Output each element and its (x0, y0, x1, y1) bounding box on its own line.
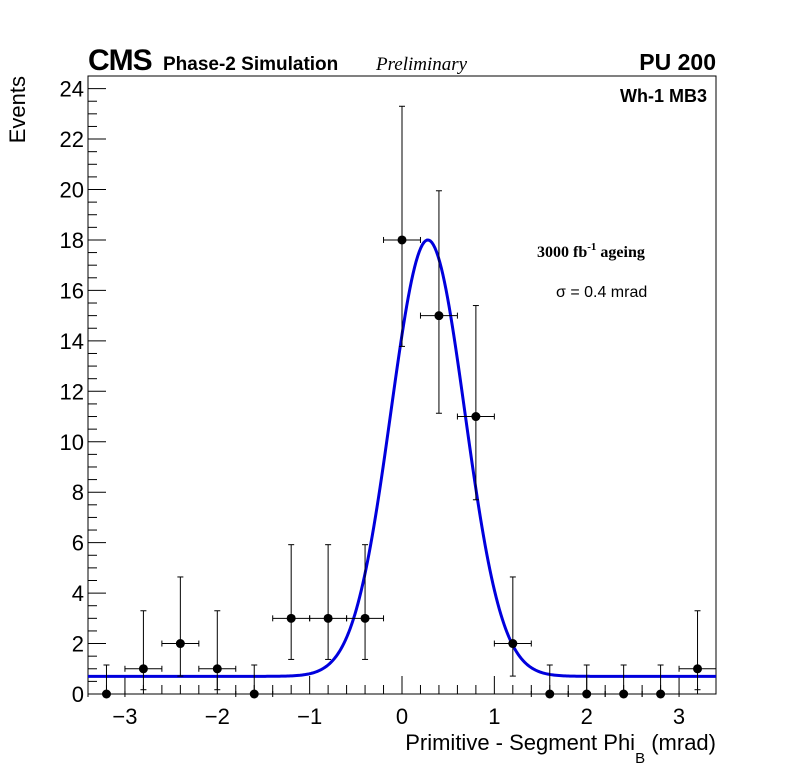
sigma-annotation: σ = 0.4 mrad (556, 284, 647, 301)
ageing-main: 3000 fb (537, 244, 587, 261)
data-marker (175, 639, 185, 649)
x-axis-title-unit: (mrad) (651, 730, 716, 755)
data-marker (693, 664, 703, 674)
pileup-label: PU 200 (639, 49, 716, 75)
data-marker (397, 235, 407, 245)
data-marker (434, 311, 444, 321)
data-marker (360, 613, 370, 623)
y-tick-label: 12 (60, 379, 84, 404)
data-point (641, 664, 680, 699)
data-marker (212, 664, 222, 674)
x-tick-label: 3 (673, 704, 685, 729)
data-marker (582, 689, 592, 699)
ageing-annotation: 3000 fb-1 ageing (537, 241, 645, 261)
data-marker (471, 412, 481, 422)
data-point (272, 544, 311, 660)
y-tick-label: 0 (72, 682, 84, 707)
data-point (678, 610, 717, 691)
data-marker (619, 689, 629, 699)
data-point (383, 105, 421, 347)
data-point (161, 576, 200, 677)
data-marker (138, 664, 148, 674)
x-axis-title-sub: B (635, 750, 645, 767)
y-tick-label: 10 (60, 430, 84, 455)
data-point (346, 544, 385, 660)
y-tick-label: 24 (60, 77, 84, 102)
y-tick-label: 22 (60, 127, 84, 152)
y-tick-label: 20 (60, 178, 84, 203)
data-point (198, 610, 237, 691)
x-axis-title-main: Primitive - Segment Phi (405, 730, 635, 755)
x-tick-label: 0 (396, 704, 408, 729)
data-point (235, 664, 274, 699)
simulation-label: Phase-2 Simulation (163, 54, 338, 75)
y-tick-label: 14 (60, 329, 84, 354)
y-tick-label: 8 (72, 480, 84, 505)
y-tick-label: 4 (72, 581, 84, 606)
x-axis: −3 −2 −1 0 1 2 3 (87, 676, 717, 729)
y-tick-label: 6 (72, 531, 84, 556)
y-tick-label: 2 (72, 632, 84, 657)
data-marker (249, 689, 259, 699)
data-point (419, 190, 458, 414)
x-tick-label: −2 (205, 704, 230, 729)
data-marker (508, 639, 518, 649)
data-point (124, 610, 163, 691)
data-marker (286, 613, 296, 623)
data-marker (545, 689, 555, 699)
ageing-sup: -1 (587, 241, 596, 253)
x-axis-title: Primitive - Segment PhiB (mrad) (405, 730, 716, 767)
x-tick-label: −3 (112, 704, 137, 729)
data-marker (323, 613, 333, 623)
data-points-layer (87, 105, 717, 699)
data-point (493, 576, 532, 677)
y-axis-title: Events (5, 76, 30, 143)
experiment-label: CMS (88, 44, 152, 77)
data-point (604, 664, 643, 699)
data-point (567, 664, 606, 699)
plot-title: Wh-1 MB3 (620, 86, 707, 106)
y-tick-label: 18 (60, 228, 84, 253)
x-tick-label: 2 (581, 704, 593, 729)
x-tick-label: 1 (488, 704, 500, 729)
x-tick-label: −1 (297, 704, 322, 729)
data-marker (101, 689, 111, 699)
y-tick-label: 16 (60, 278, 84, 303)
preliminary-label: Preliminary (375, 54, 468, 75)
data-point (87, 664, 126, 699)
ageing-rest: ageing (596, 244, 644, 261)
data-point (309, 544, 348, 660)
data-point (456, 305, 495, 501)
data-marker (656, 689, 666, 699)
